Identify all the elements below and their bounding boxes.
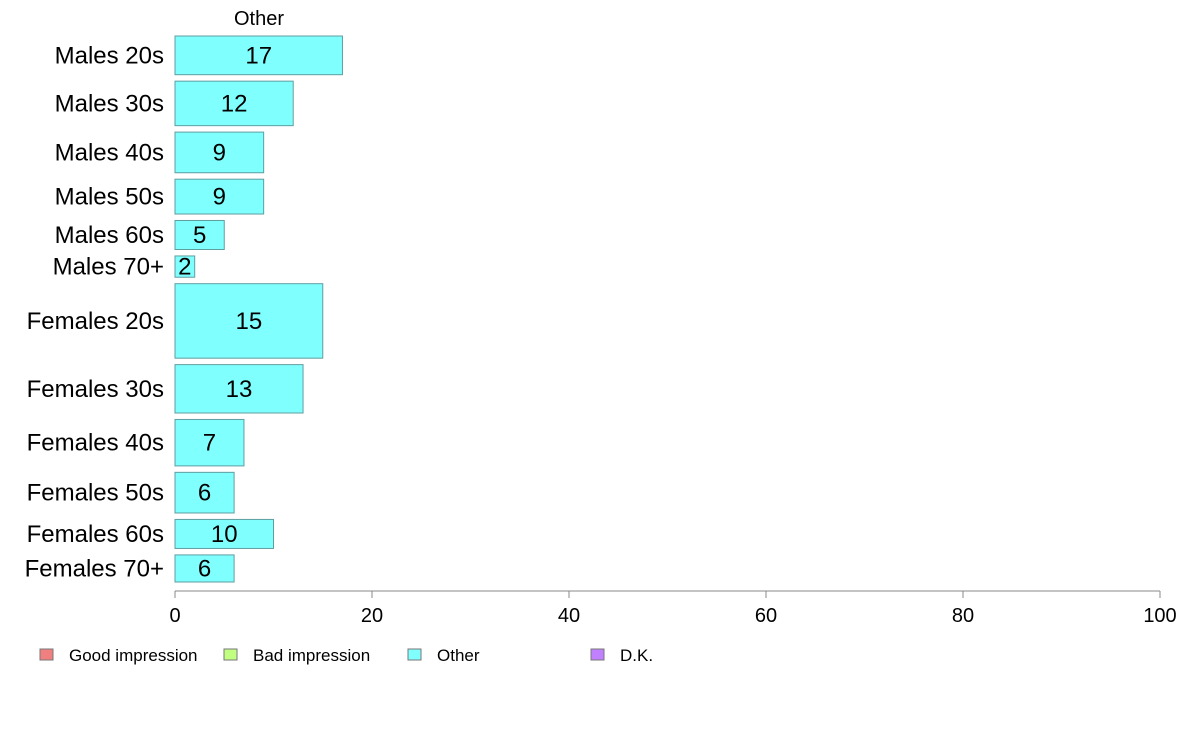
category-label: Females 60s bbox=[27, 521, 164, 548]
bar-value-label: 7 bbox=[203, 430, 216, 457]
bar bbox=[174, 471, 235, 514]
bar-value-label: 17 bbox=[245, 42, 272, 69]
chart-title: Other bbox=[234, 8, 284, 30]
bar bbox=[174, 418, 245, 467]
x-axis: 0 20 40 60 80 100 bbox=[169, 590, 1177, 627]
bar-value-label: 6 bbox=[198, 480, 211, 507]
bar bbox=[174, 283, 324, 359]
category-label: Females 30s bbox=[27, 376, 164, 403]
bar bbox=[174, 255, 196, 278]
bar bbox=[174, 178, 265, 215]
bar bbox=[174, 80, 294, 127]
legend-label: Good impression bbox=[69, 646, 198, 665]
category-label: Females 70+ bbox=[25, 555, 164, 582]
legend-swatch bbox=[39, 648, 54, 661]
bar-value-label: 9 bbox=[213, 184, 226, 211]
category-label: Females 40s bbox=[27, 430, 164, 457]
bar-value-label: 9 bbox=[213, 139, 226, 166]
bar bbox=[174, 554, 235, 583]
bar-value-label: 13 bbox=[226, 376, 253, 403]
bar-value-label: 15 bbox=[236, 308, 263, 335]
x-tick-label: 20 bbox=[361, 605, 383, 627]
category-label: Males 60s bbox=[55, 222, 164, 249]
category-label: Males 70+ bbox=[53, 254, 164, 281]
bar-value-label: 12 bbox=[221, 90, 248, 117]
x-tick-label: 80 bbox=[952, 605, 974, 627]
legend-label: Other bbox=[437, 646, 480, 665]
bar bbox=[174, 518, 274, 549]
category-label: Males 20s bbox=[55, 42, 164, 69]
legend-label: D.K. bbox=[620, 646, 653, 665]
x-tick-label: 60 bbox=[755, 605, 777, 627]
category-label: Males 50s bbox=[55, 184, 164, 211]
category-label: Males 40s bbox=[55, 139, 164, 166]
bar bbox=[174, 35, 343, 76]
category-label: Females 50s bbox=[27, 480, 164, 507]
bars-layer: Males 20s 17 Males 30s 12 Males 40s 9 Males 50… bbox=[25, 35, 343, 583]
x-tick-label: 40 bbox=[558, 605, 580, 627]
category-label: Males 30s bbox=[55, 90, 164, 117]
x-tick-label: 100 bbox=[1143, 605, 1176, 627]
legend-swatch bbox=[407, 648, 422, 661]
bar-value-label: 10 bbox=[211, 521, 238, 548]
bar bbox=[174, 131, 265, 174]
x-tick-label: 0 bbox=[169, 605, 180, 627]
legend-label: Bad impression bbox=[253, 646, 370, 665]
bar bbox=[174, 219, 225, 250]
bar-value-label: 5 bbox=[193, 222, 206, 249]
legend-swatch bbox=[223, 648, 238, 661]
bar bbox=[174, 364, 304, 414]
legend-swatch bbox=[590, 648, 605, 661]
legend: Good impression Bad impression Other D.K. bbox=[39, 646, 653, 665]
category-label: Females 20s bbox=[27, 308, 164, 335]
bar-value-label: 2 bbox=[178, 254, 191, 281]
bar-value-label: 6 bbox=[198, 555, 211, 582]
